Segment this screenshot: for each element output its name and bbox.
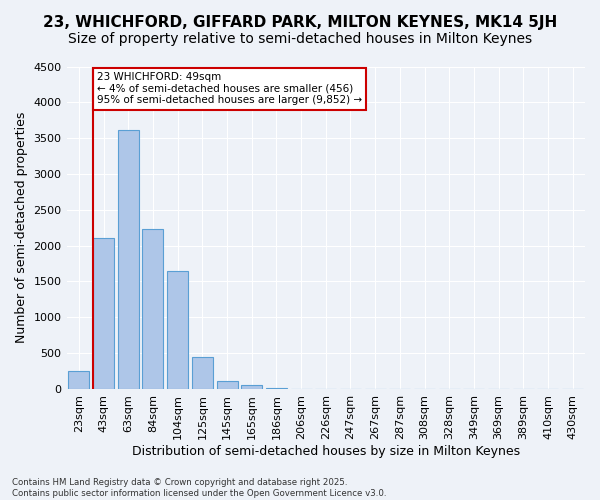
Bar xyxy=(68,371,89,389)
Text: 23, WHICHFORD, GIFFARD PARK, MILTON KEYNES, MK14 5JH: 23, WHICHFORD, GIFFARD PARK, MILTON KEYN… xyxy=(43,15,557,30)
Bar xyxy=(118,130,139,389)
Text: Contains HM Land Registry data © Crown copyright and database right 2025.
Contai: Contains HM Land Registry data © Crown c… xyxy=(12,478,386,498)
Bar xyxy=(217,381,238,389)
Bar xyxy=(241,386,262,389)
Text: 23 WHICHFORD: 49sqm
← 4% of semi-detached houses are smaller (456)
95% of semi-d: 23 WHICHFORD: 49sqm ← 4% of semi-detache… xyxy=(97,72,362,106)
X-axis label: Distribution of semi-detached houses by size in Milton Keynes: Distribution of semi-detached houses by … xyxy=(132,444,520,458)
Bar xyxy=(142,229,163,389)
Bar xyxy=(192,358,213,389)
Bar xyxy=(93,238,114,389)
Text: Size of property relative to semi-detached houses in Milton Keynes: Size of property relative to semi-detach… xyxy=(68,32,532,46)
Bar xyxy=(167,272,188,389)
Y-axis label: Number of semi-detached properties: Number of semi-detached properties xyxy=(15,112,28,344)
Bar xyxy=(266,388,287,389)
